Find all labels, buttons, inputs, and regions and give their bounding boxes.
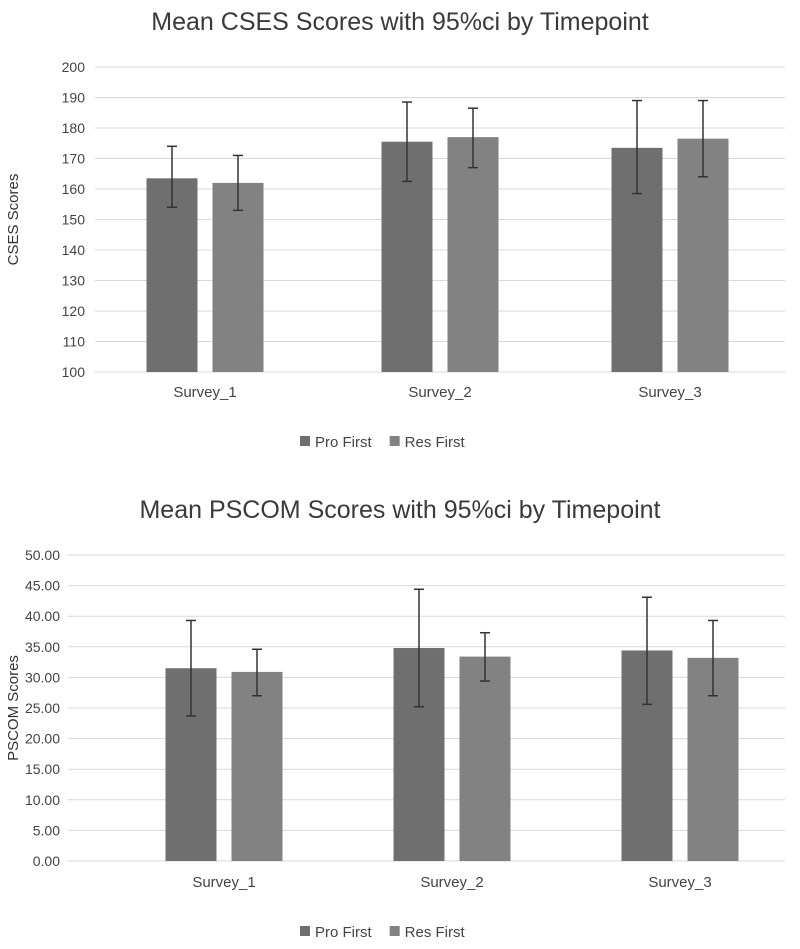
y-tick-label: 0.00 <box>33 853 60 869</box>
bar-pro-first <box>146 178 198 372</box>
chart-title: Mean PSCOM Scores with 95%ci by Timepoin… <box>139 496 660 524</box>
y-tick-label: 45.00 <box>25 578 60 594</box>
y-tick-label: 100 <box>62 364 86 380</box>
y-tick-label: 130 <box>62 273 86 289</box>
y-tick-label: 50.00 <box>25 547 60 563</box>
legend-label: Res First <box>405 434 466 451</box>
legend-label: Pro First <box>315 434 373 451</box>
y-tick-label: 190 <box>62 90 86 106</box>
y-tick-label: 160 <box>62 181 86 197</box>
y-axis-label: CSES Scores <box>5 174 22 266</box>
y-tick-label: 150 <box>62 212 86 228</box>
y-axis-label: PSCOM Scores <box>5 655 22 761</box>
y-tick-label: 15.00 <box>25 761 60 777</box>
bar-res-first <box>447 137 499 372</box>
bar-res-first <box>212 182 264 372</box>
legend-swatch <box>389 926 400 936</box>
y-tick-label: 140 <box>62 242 86 258</box>
legend-swatch <box>300 926 310 936</box>
bar-res-first <box>459 656 511 861</box>
x-tick-label: Survey_3 <box>648 874 711 891</box>
y-tick-label: 20.00 <box>25 731 60 747</box>
y-tick-label: 10.00 <box>25 792 60 808</box>
y-tick-label: 35.00 <box>25 639 60 655</box>
y-tick-label: 25.00 <box>25 700 60 716</box>
chart-title: Mean CSES Scores with 95%ci by Timepoint <box>151 8 648 36</box>
y-tick-label: 40.00 <box>25 608 60 624</box>
y-tick-label: 110 <box>63 334 86 350</box>
y-tick-label: 170 <box>62 151 86 167</box>
legend-label: Res First <box>405 924 466 941</box>
x-tick-label: Survey_1 <box>192 874 255 891</box>
legend-swatch <box>389 436 400 446</box>
y-tick-label: 5.00 <box>33 822 60 838</box>
legend-swatch <box>300 436 310 446</box>
x-tick-label: Survey_3 <box>638 384 701 401</box>
y-tick-label: 30.00 <box>25 669 60 685</box>
bar-res-first <box>677 138 729 372</box>
bar-res-first <box>231 671 283 861</box>
legend-label: Pro First <box>315 924 373 941</box>
x-tick-label: Survey_2 <box>420 874 483 891</box>
y-tick-label: 180 <box>62 120 86 136</box>
y-tick-label: 200 <box>62 59 86 75</box>
y-tick-label: 120 <box>62 303 86 319</box>
x-tick-label: Survey_1 <box>173 384 236 401</box>
x-tick-label: Survey_2 <box>408 384 471 401</box>
